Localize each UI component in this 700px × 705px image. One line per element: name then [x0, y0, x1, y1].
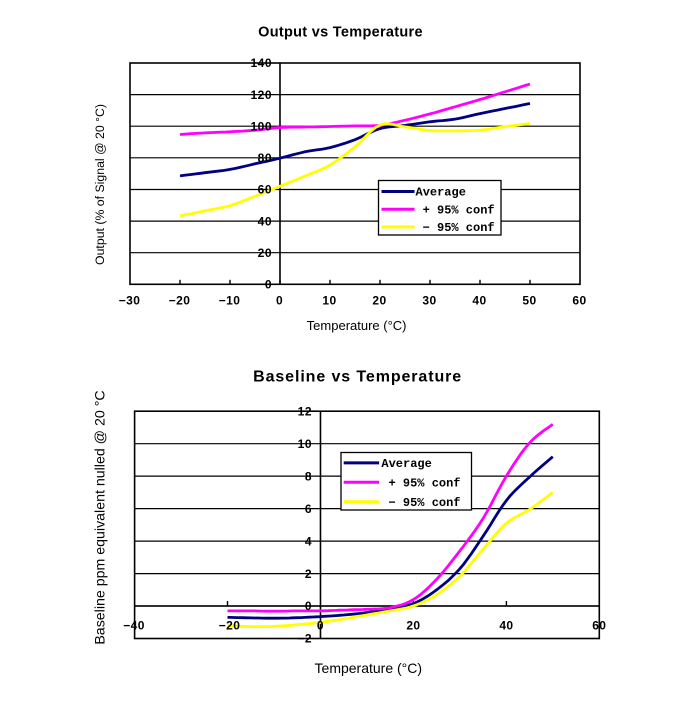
svg-text:40: 40 [258, 214, 272, 228]
svg-text:Output (% of Signal @ 20 °C): Output (% of Signal @ 20 °C) [93, 104, 107, 265]
svg-text:Output vs Temperature: Output vs Temperature [258, 24, 423, 40]
svg-text:140: 140 [250, 56, 272, 70]
svg-text:−40: −40 [123, 619, 145, 633]
svg-text:60: 60 [258, 183, 272, 197]
svg-text:Baseline ppm equivalent nulled: Baseline ppm equivalent nulled @ 20 °C [93, 390, 109, 644]
svg-text:40: 40 [499, 619, 513, 633]
svg-text:60: 60 [592, 619, 606, 633]
svg-text:12: 12 [298, 404, 312, 418]
svg-text:+ 95% conf: + 95% conf [389, 477, 461, 491]
svg-text:6: 6 [305, 502, 312, 516]
svg-text:40: 40 [472, 293, 486, 307]
svg-text:100: 100 [250, 119, 272, 133]
svg-text:20: 20 [258, 246, 272, 260]
svg-text:120: 120 [250, 88, 272, 102]
svg-text:0: 0 [317, 619, 324, 633]
svg-text:10: 10 [298, 437, 312, 451]
svg-text:20: 20 [406, 619, 420, 633]
svg-text:Average: Average [381, 457, 431, 471]
svg-text:−30: −30 [119, 293, 141, 307]
svg-text:Baseline vs Temperature: Baseline vs Temperature [253, 369, 462, 386]
svg-text:20: 20 [372, 293, 386, 307]
svg-text:4: 4 [305, 534, 312, 548]
svg-text:Average: Average [416, 186, 466, 200]
svg-text:− 95% conf: − 95% conf [389, 496, 461, 510]
svg-text:Temperature (°C): Temperature (°C) [307, 318, 407, 333]
svg-text:2: 2 [305, 567, 312, 581]
svg-text:−20: −20 [219, 619, 241, 633]
svg-text:50: 50 [522, 293, 536, 307]
svg-text:Temperature (°C): Temperature (°C) [315, 660, 423, 676]
svg-text:− 95% conf: − 95% conf [423, 221, 495, 235]
svg-text:0: 0 [276, 293, 283, 307]
svg-text:0: 0 [305, 599, 312, 613]
svg-text:80: 80 [258, 151, 272, 165]
svg-text:+ 95% conf: + 95% conf [423, 204, 495, 218]
svg-text:8: 8 [305, 469, 312, 483]
svg-text:−20: −20 [169, 293, 191, 307]
svg-text:10: 10 [322, 293, 336, 307]
svg-text:30: 30 [422, 293, 436, 307]
svg-text:−10: −10 [219, 293, 241, 307]
svg-text:0: 0 [265, 278, 272, 292]
svg-text:60: 60 [572, 293, 586, 307]
svg-text:−2: −2 [297, 632, 312, 646]
